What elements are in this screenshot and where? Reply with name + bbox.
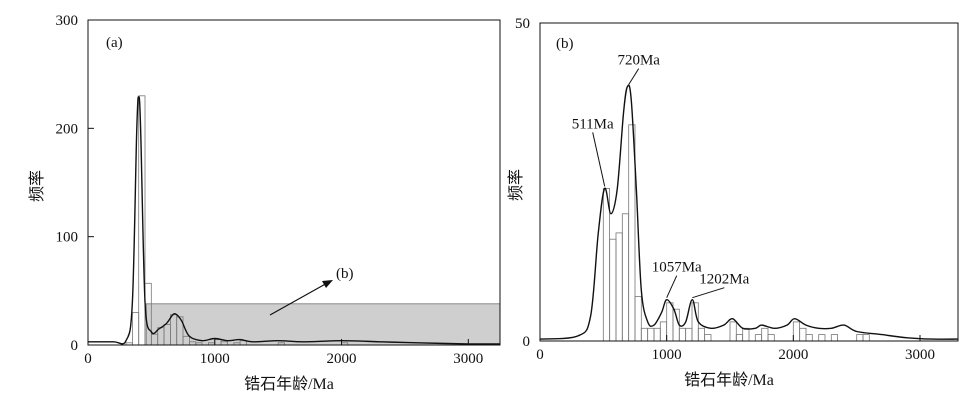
histogram-bar: [818, 334, 826, 342]
peak-leader-line: [666, 275, 678, 298]
peak-label: 1057Ma: [652, 260, 702, 276]
histogram-bar: [131, 312, 140, 346]
histogram-bar: [805, 334, 813, 342]
histogram-bar: [653, 327, 661, 342]
histogram-bar: [640, 327, 648, 342]
panel-b: 0 1000 2000 3000 0 50 (b) 511Ma 720Ma 1057Ma120…: [507, 16, 959, 389]
histogram-bar: [609, 238, 617, 342]
inset-annotation-label: (b): [336, 266, 354, 282]
x-tick-label: 3000: [905, 347, 935, 363]
histogram-bar: [666, 302, 674, 342]
histogram-bar: [735, 334, 743, 342]
histogram-bar: [754, 334, 762, 342]
histogram-bar: [704, 334, 712, 342]
histogram-bar: [856, 334, 864, 342]
y-tick-label: 0: [71, 338, 79, 354]
histogram-bar: [729, 321, 737, 342]
histogram-bar: [697, 327, 705, 342]
x-tick-label: 2000: [327, 351, 357, 367]
density-curve-b: [539, 84, 959, 340]
histogram-bar: [862, 334, 870, 342]
inset-arrow: [269, 280, 333, 316]
x-axis-title-a: 锆石年龄/Ma: [244, 375, 334, 393]
peak-label: 1202Ma: [699, 272, 749, 288]
axis-ticks-a: 0 1000 2000 3000 0 100 200 300: [56, 13, 484, 367]
x-tick-label: 1000: [652, 347, 682, 363]
histogram-bar: [647, 327, 655, 342]
histogram-bar: [615, 232, 623, 342]
plot-frame-b: [539, 22, 959, 342]
density-curve-a: [87, 96, 501, 345]
histogram-bar: [621, 213, 629, 342]
y-tick-label: 0: [523, 334, 531, 350]
peak-label: 511Ma: [572, 116, 614, 132]
peak-label: 720Ma: [617, 53, 660, 69]
y-tick-label: 300: [56, 13, 79, 29]
histogram-bar: [767, 334, 775, 342]
plot-frame-a: [87, 19, 501, 346]
histogram-bar: [792, 321, 800, 342]
x-tick-label: 2000: [778, 347, 808, 363]
peak-leader-line: [628, 68, 640, 85]
x-tick-label: 0: [84, 351, 92, 367]
x-tick-label: 0: [536, 347, 544, 363]
inset-region-layer: [145, 303, 501, 346]
x-tick-label: 1000: [200, 351, 230, 367]
panel-label-b: (b): [556, 36, 574, 52]
axis-ticks-b: 0 1000 2000 3000 0 50: [515, 16, 935, 363]
histogram-bar: [602, 187, 610, 342]
y-tick-label: 200: [56, 121, 79, 137]
histogram-bar: [685, 327, 693, 342]
panel-label-a: (a): [106, 35, 123, 51]
x-axis-title-b: 锆石年龄/Ma: [684, 371, 774, 389]
peak-leader-line: [692, 287, 725, 299]
y-axis-title-b: 频率: [507, 169, 525, 201]
histogram-bar: [138, 95, 146, 346]
histogram-bar: [634, 296, 642, 342]
histogram-bar: [659, 321, 667, 342]
y-axis-title-a: 频率: [28, 170, 46, 202]
histogram-bar: [761, 327, 769, 342]
histogram-bar: [830, 334, 838, 342]
peak-leader-line: [592, 132, 606, 187]
y-tick-label: 50: [515, 16, 530, 32]
histogram-bar: [799, 327, 807, 342]
histogram-bar: [742, 327, 750, 342]
histogram-bar: [678, 327, 686, 342]
y-tick-label: 100: [56, 230, 79, 246]
x-tick-label: 3000: [453, 351, 483, 367]
inset-region: [145, 303, 501, 346]
